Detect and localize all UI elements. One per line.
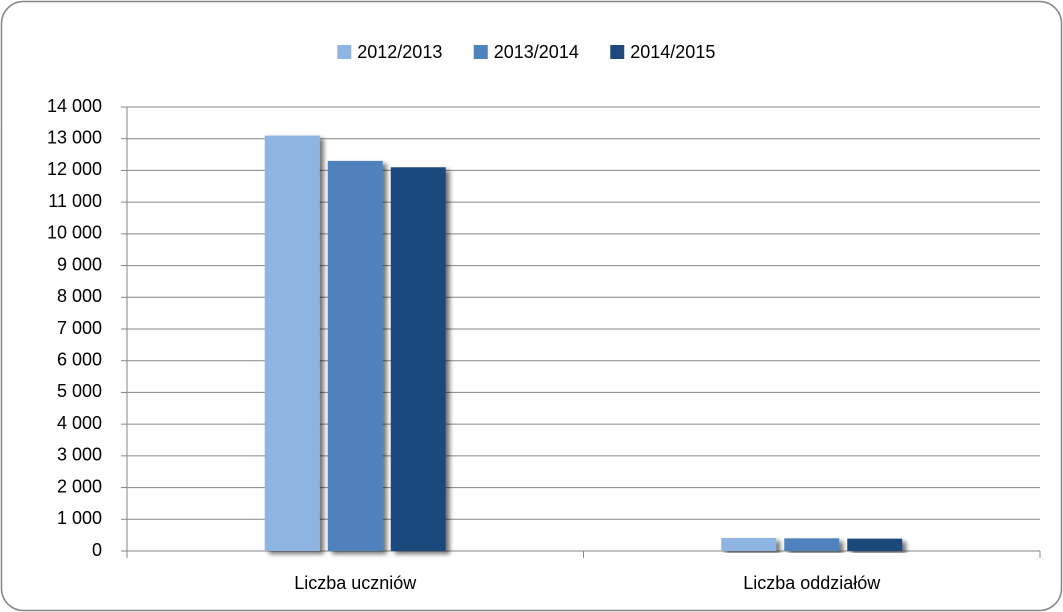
y-tick-label: 7 000 bbox=[57, 318, 102, 338]
y-tick-label: 1 000 bbox=[57, 508, 102, 528]
legend-swatch bbox=[337, 45, 352, 59]
y-tick-label: 4 000 bbox=[57, 413, 102, 433]
bar bbox=[390, 167, 446, 551]
legend-swatch bbox=[610, 45, 625, 59]
y-tick-label: 14 000 bbox=[47, 96, 102, 116]
bar bbox=[784, 538, 840, 551]
y-tick-label: 10 000 bbox=[47, 223, 102, 243]
bar bbox=[327, 160, 383, 551]
legend-label: 2012/2013 bbox=[357, 42, 442, 62]
y-tick-label: 6 000 bbox=[57, 349, 102, 369]
bar bbox=[264, 135, 320, 552]
legend-label: 2014/2015 bbox=[630, 42, 715, 62]
bar bbox=[847, 538, 903, 551]
y-tick-label: 11 000 bbox=[48, 191, 102, 211]
y-tick-label: 8 000 bbox=[57, 286, 102, 306]
y-tick-label: 5 000 bbox=[57, 381, 102, 401]
y-tick-label: 13 000 bbox=[47, 127, 102, 147]
y-tick-label: 3 000 bbox=[57, 445, 102, 465]
y-tick-label: 9 000 bbox=[57, 254, 102, 274]
legend-label: 2013/2014 bbox=[494, 42, 579, 62]
y-tick-label: 12 000 bbox=[47, 159, 102, 179]
x-tick-label: Liczba uczniów bbox=[294, 573, 417, 593]
legend-swatch bbox=[473, 45, 488, 59]
y-tick-label: 2 000 bbox=[57, 476, 102, 496]
bar bbox=[721, 537, 777, 551]
y-tick-label: 0 bbox=[92, 540, 102, 560]
x-tick-label: Liczba oddziałów bbox=[743, 573, 881, 593]
